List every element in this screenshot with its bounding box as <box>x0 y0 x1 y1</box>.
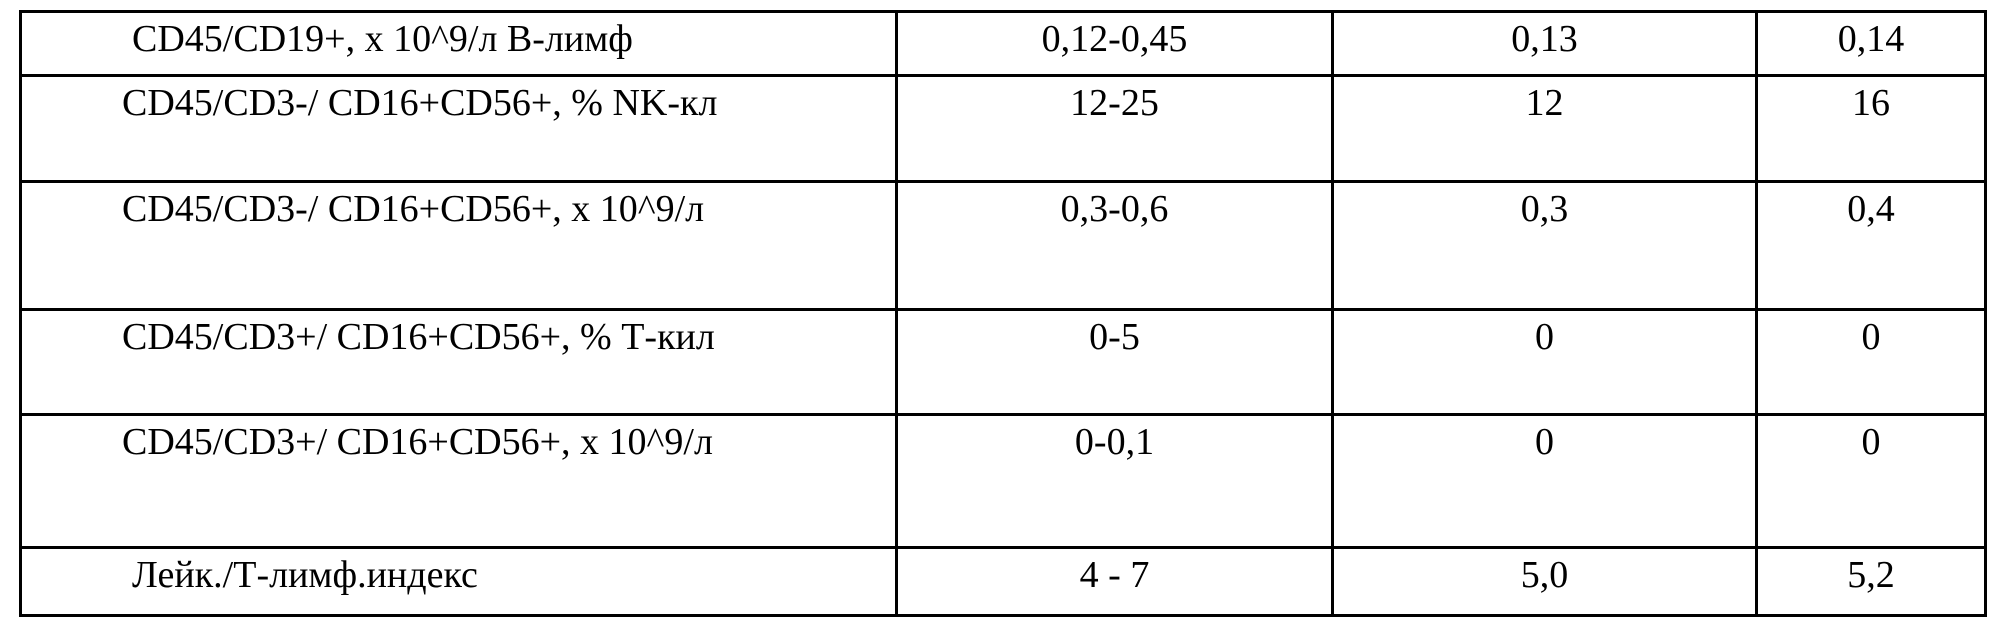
value-cell: 0,13 <box>1331 10 1758 77</box>
value-cell: 5,2 <box>1755 546 1987 617</box>
table-row: CD45/CD3-/ CD16+CD56+, х 10^9/л 0,3-0,6 0,… <box>19 180 1987 311</box>
value-cell: 0 <box>1755 413 1987 549</box>
table-row: Лейк./Т-лимф.индекс 4 - 7 5,0 5,2 <box>19 546 1987 617</box>
results-table: CD45/CD19+, х 10^9/л В-лимф 0,12-0,45 0,13… <box>19 10 1987 617</box>
value-cell: 12-25 <box>895 74 1334 183</box>
table-row: CD45/CD3+/ CD16+CD56+, х 10^9/л 0-0,1 0 0 <box>19 413 1987 549</box>
parameter-cell: CD45/CD3-/ CD16+CD56+, % NK-кл <box>19 74 898 183</box>
parameter-cell: Лейк./Т-лимф.индекс <box>19 546 898 617</box>
value-cell: 0,3 <box>1331 180 1758 311</box>
parameter-cell: CD45/CD19+, х 10^9/л В-лимф <box>19 10 898 77</box>
table-row: CD45/CD3+/ CD16+CD56+, % Т-кил 0-5 0 0 <box>19 308 1987 416</box>
value-cell: 5,0 <box>1331 546 1758 617</box>
value-cell: 0 <box>1331 413 1758 549</box>
table-row: CD45/CD3-/ CD16+CD56+, % NK-кл 12-25 12 16 <box>19 74 1987 183</box>
value-cell: 12 <box>1331 74 1758 183</box>
value-cell: 0,12-0,45 <box>895 10 1334 77</box>
parameter-cell: CD45/CD3-/ CD16+CD56+, х 10^9/л <box>19 180 898 311</box>
parameter-cell: CD45/CD3+/ CD16+CD56+, х 10^9/л <box>19 413 898 549</box>
value-cell: 0,4 <box>1755 180 1987 311</box>
value-cell: 4 - 7 <box>895 546 1334 617</box>
value-cell: 0-0,1 <box>895 413 1334 549</box>
value-cell: 0 <box>1331 308 1758 416</box>
table-row: CD45/CD19+, х 10^9/л В-лимф 0,12-0,45 0,13… <box>19 10 1987 77</box>
value-cell: 0,14 <box>1755 10 1987 77</box>
value-cell: 0-5 <box>895 308 1334 416</box>
value-cell: 0 <box>1755 308 1987 416</box>
value-cell: 16 <box>1755 74 1987 183</box>
parameter-cell: CD45/CD3+/ CD16+CD56+, % Т-кил <box>19 308 898 416</box>
value-cell: 0,3-0,6 <box>895 180 1334 311</box>
